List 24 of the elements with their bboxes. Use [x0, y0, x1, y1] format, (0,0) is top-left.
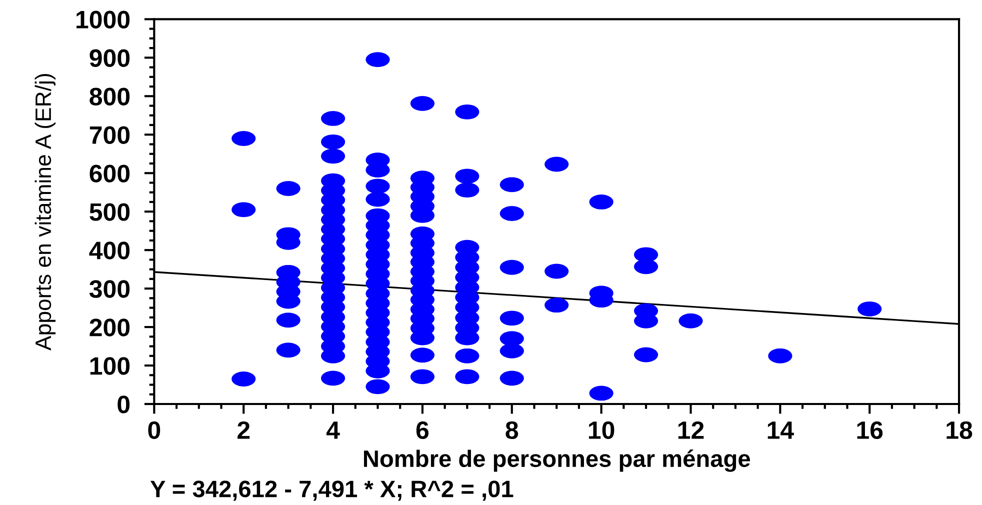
x-tick-label: 8: [506, 421, 518, 440]
x-tick-label: 2: [238, 421, 250, 439]
x-tick-label: 6: [416, 421, 429, 440]
x-tick-label: 14: [768, 422, 794, 439]
text: Y = 342,612 - 7,491 * X; R^2 = ,01: [150, 480, 514, 501]
y-tick-label: 400: [89, 242, 130, 260]
y-tick-label: 300: [89, 280, 130, 298]
y-tick-label: 100: [90, 357, 130, 375]
y-tick-label: 200: [90, 318, 130, 336]
x-tick-label: 18: [946, 421, 972, 440]
x-tick-label: 12: [678, 421, 704, 439]
x-tick-label: 16: [857, 421, 883, 440]
x-tick-label: 0: [148, 421, 160, 440]
x-tick-label: 10: [588, 421, 614, 440]
y-tick-label: 900: [90, 49, 130, 67]
x-tick-label: 4: [326, 422, 340, 439]
y-tick-label: 1000: [76, 10, 130, 28]
y-tick-label: 700: [90, 126, 130, 144]
y-tick-label: 600: [90, 164, 130, 182]
y-axis-title: Apports en vitamine A (ER/j): [34, 74, 56, 350]
x-axis-title: Nombre de personnes par ménage: [364, 450, 750, 472]
y-tick-label: 0: [118, 396, 130, 414]
y-tick-label: 500: [90, 203, 130, 221]
y-tick-label: 800: [90, 88, 130, 106]
